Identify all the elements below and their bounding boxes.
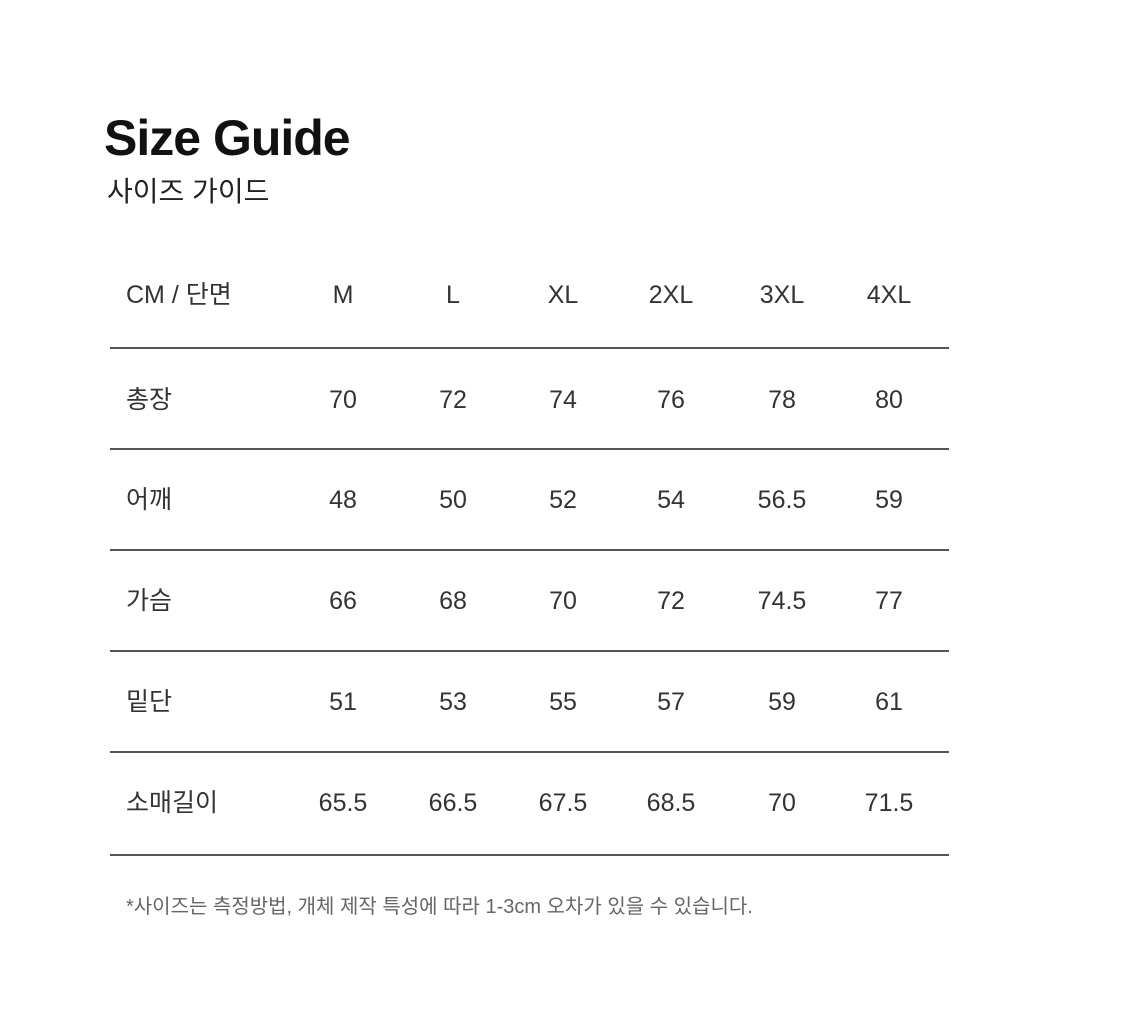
measurement-cell: 61 <box>875 688 903 716</box>
row-label: 가슴 <box>126 587 173 615</box>
divider <box>110 650 949 652</box>
measurement-cell: 72 <box>439 386 467 414</box>
measurement-cell: 56.5 <box>757 486 807 514</box>
measurement-cell: 72 <box>657 587 685 615</box>
divider <box>110 854 949 856</box>
size-header: 4XL <box>866 281 912 309</box>
page-title: Size Guide <box>104 110 351 166</box>
measurement-cell: 70 <box>549 587 577 615</box>
footnote: *사이즈는 측정방법, 개체 제작 특성에 따라 1-3cm 오차가 있을 수 … <box>126 896 753 918</box>
table-row: 가슴 66 68 70 72 74.5 77 <box>110 581 949 621</box>
table-row: 소매길이 65.5 66.5 67.5 68.5 70 71.5 <box>110 783 949 823</box>
measurement-cell: 59 <box>875 486 903 514</box>
divider <box>110 549 949 551</box>
measurement-cell: 68.5 <box>646 789 696 817</box>
corner-header: CM / 단면 <box>126 281 232 309</box>
row-label: 총장 <box>126 386 173 414</box>
measurement-cell: 53 <box>439 688 467 716</box>
page-subtitle: 사이즈 가이드 <box>107 176 270 207</box>
table-row: 총장 70 72 74 76 78 80 <box>110 380 949 420</box>
measurement-cell: 55 <box>549 688 577 716</box>
measurement-cell: 50 <box>439 486 467 514</box>
table-row: 밑단 51 53 55 57 59 61 <box>110 682 949 722</box>
measurement-cell: 54 <box>657 486 685 514</box>
measurement-cell: 74 <box>549 386 577 414</box>
measurement-cell: 66.5 <box>428 789 478 817</box>
measurement-cell: 68 <box>439 587 467 615</box>
measurement-cell: 78 <box>768 386 796 414</box>
measurement-cell: 71.5 <box>864 789 914 817</box>
divider <box>110 751 949 753</box>
size-header: L <box>446 281 460 309</box>
measurement-cell: 76 <box>657 386 685 414</box>
measurement-cell: 51 <box>329 688 357 716</box>
table-row: 어깨 48 50 52 54 56.5 59 <box>110 480 949 520</box>
measurement-cell: 48 <box>329 486 357 514</box>
size-header: M <box>332 281 354 309</box>
row-label: 밑단 <box>126 688 173 716</box>
divider <box>110 448 949 450</box>
table-header-row: CM / 단면 M L XL 2XL 3XL 4XL <box>110 275 949 315</box>
measurement-cell: 80 <box>875 386 903 414</box>
measurement-cell: 66 <box>329 587 357 615</box>
row-label: 소매길이 <box>126 789 219 817</box>
measurement-cell: 57 <box>657 688 685 716</box>
measurement-cell: 52 <box>549 486 577 514</box>
size-header: 2XL <box>648 281 694 309</box>
measurement-cell: 70 <box>329 386 357 414</box>
size-header: 3XL <box>759 281 805 309</box>
measurement-cell: 74.5 <box>757 587 807 615</box>
measurement-cell: 70 <box>768 789 796 817</box>
measurement-cell: 77 <box>875 587 903 615</box>
measurement-cell: 65.5 <box>318 789 368 817</box>
row-label: 어깨 <box>126 486 173 514</box>
size-header: XL <box>547 281 579 309</box>
measurement-cell: 67.5 <box>538 789 588 817</box>
divider <box>110 347 949 349</box>
measurement-cell: 59 <box>768 688 796 716</box>
